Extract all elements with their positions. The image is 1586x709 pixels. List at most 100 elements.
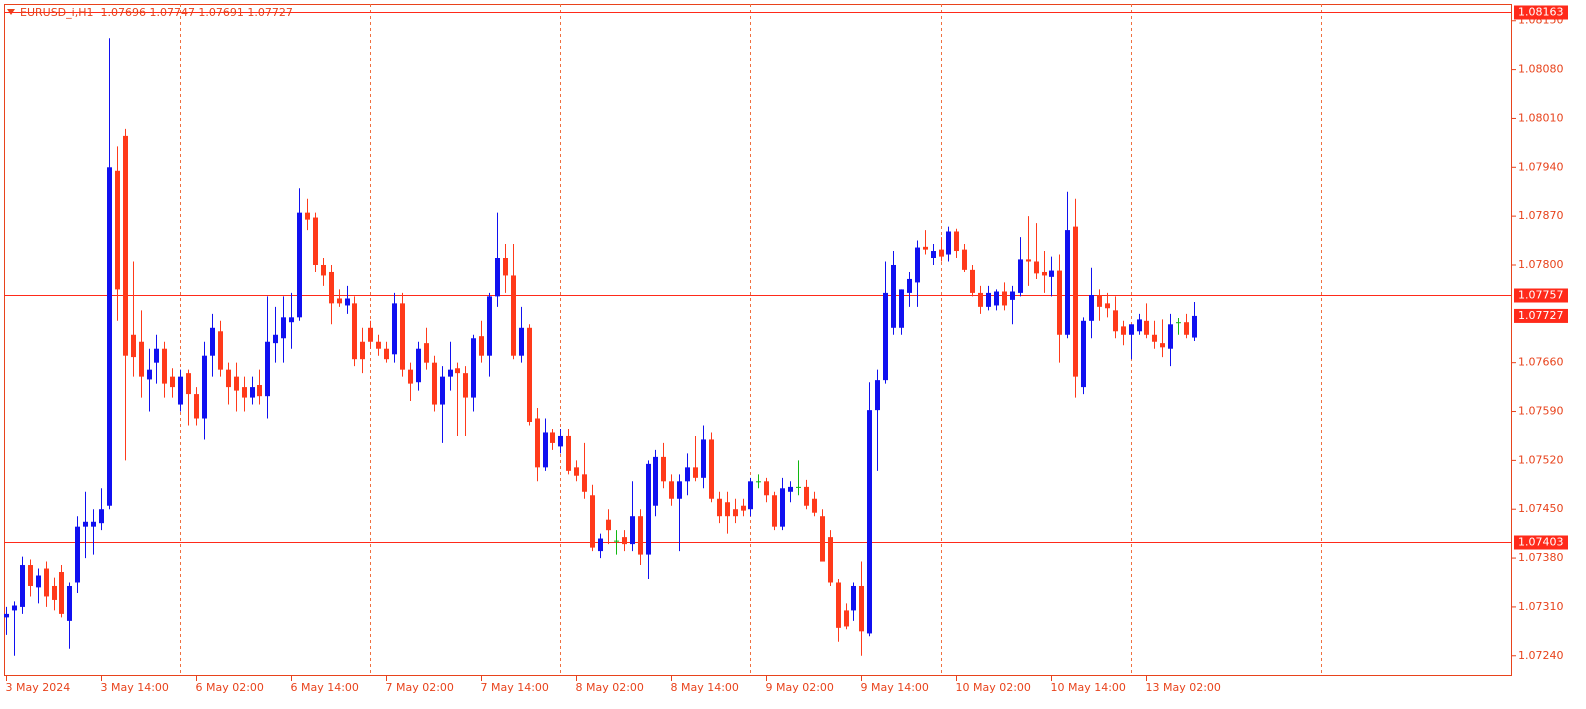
candle-body <box>234 376 239 391</box>
candle-body <box>883 292 888 381</box>
candle-body <box>1057 270 1062 335</box>
candle-body <box>44 568 49 597</box>
price-line-label: 1.07403 <box>1518 536 1564 549</box>
candle-body <box>20 565 25 607</box>
candle-body <box>669 481 674 499</box>
candle-body <box>550 432 555 443</box>
candle-body <box>566 435 571 471</box>
candle-body <box>923 246 928 250</box>
candle-body <box>733 509 738 517</box>
candle-body <box>582 474 587 492</box>
candle-body <box>337 298 342 304</box>
candle-body <box>590 495 595 548</box>
candle-body <box>915 247 920 283</box>
y-tick-label: 1.08080 <box>1518 63 1564 76</box>
candle-body <box>479 336 484 356</box>
price-line-label-box <box>1514 288 1568 303</box>
candle-body <box>1168 324 1173 349</box>
candle-body <box>455 368 460 374</box>
candle-body <box>622 537 627 545</box>
plot-frame <box>4 4 1512 676</box>
candle-body <box>946 231 951 255</box>
candle-body <box>273 334 278 344</box>
candle-body <box>210 327 215 356</box>
candle-body <box>867 410 872 634</box>
candle-body <box>99 509 104 524</box>
candle-body <box>677 481 682 499</box>
candle-body <box>432 362 437 405</box>
candle-body <box>978 292 983 307</box>
candle-body <box>1144 320 1149 335</box>
candle-body <box>844 610 849 627</box>
x-tick-label: 10 May 02:00 <box>956 681 1031 694</box>
candle-body <box>1192 315 1197 338</box>
y-tick-label: 1.07590 <box>1518 405 1564 418</box>
candle-body <box>83 521 88 527</box>
candle-body <box>12 605 17 611</box>
candle-body <box>511 275 516 356</box>
current-price-label: 1.07727 <box>1518 309 1564 322</box>
candle-body <box>28 565 33 586</box>
candle-body <box>36 575 41 588</box>
candle-body <box>289 317 294 323</box>
candle-body <box>519 327 524 356</box>
candle-body <box>242 387 247 398</box>
candle-body <box>154 348 159 363</box>
candle-body <box>345 298 350 306</box>
candle-body <box>1073 226 1078 377</box>
candle-body <box>59 572 64 614</box>
candle-body <box>1129 324 1134 335</box>
x-tick-label: 7 May 14:00 <box>481 681 549 694</box>
y-tick-label: 1.07240 <box>1518 649 1564 662</box>
candle-body <box>297 212 302 318</box>
candle-body <box>162 348 167 384</box>
candle-body <box>1152 334 1157 342</box>
candle-body <box>1184 322 1189 335</box>
candle-body <box>1026 259 1031 262</box>
candle-body <box>170 376 175 388</box>
candle-body <box>75 526 80 583</box>
candle-body <box>384 348 389 360</box>
candle-body <box>701 439 706 478</box>
candle-body <box>4 613 9 618</box>
candle-body <box>820 516 825 562</box>
candle-body <box>994 291 999 306</box>
candle-body <box>693 467 698 478</box>
candle-body <box>503 258 508 276</box>
candle-body <box>527 327 532 422</box>
candle-body <box>772 495 777 527</box>
candle-body <box>1042 271 1047 276</box>
candle-body <box>1097 294 1102 307</box>
candle-body <box>1089 294 1094 321</box>
candle-body <box>139 341 144 377</box>
current-price-box <box>1514 308 1568 323</box>
candle-body <box>123 135 128 356</box>
candle-body <box>448 369 453 377</box>
candle-body <box>764 481 769 496</box>
candle-body <box>194 394 199 419</box>
candle-body <box>748 481 753 510</box>
candle-body <box>709 439 714 499</box>
x-tick-label: 8 May 14:00 <box>671 681 739 694</box>
candle-body <box>939 249 944 257</box>
y-tick-label: 1.07450 <box>1518 502 1564 515</box>
price-line-label-box <box>1514 5 1568 20</box>
candle-body <box>630 516 635 545</box>
candle-body <box>780 488 785 527</box>
candle-body <box>891 264 896 328</box>
candle-body <box>265 341 270 397</box>
candle-body <box>598 538 603 552</box>
candle-body <box>875 380 880 411</box>
candle-body <box>741 505 746 511</box>
candle-body <box>646 463 651 555</box>
candle-body <box>574 467 579 476</box>
candle-body <box>313 217 318 265</box>
candle-body <box>653 456 658 506</box>
y-tick-label: 1.07800 <box>1518 258 1564 271</box>
y-tick-label: 1.07520 <box>1518 453 1564 466</box>
candle-body <box>1105 303 1110 309</box>
candle-body <box>1010 291 1015 300</box>
candle-body <box>329 271 334 304</box>
candle-body <box>606 519 611 531</box>
